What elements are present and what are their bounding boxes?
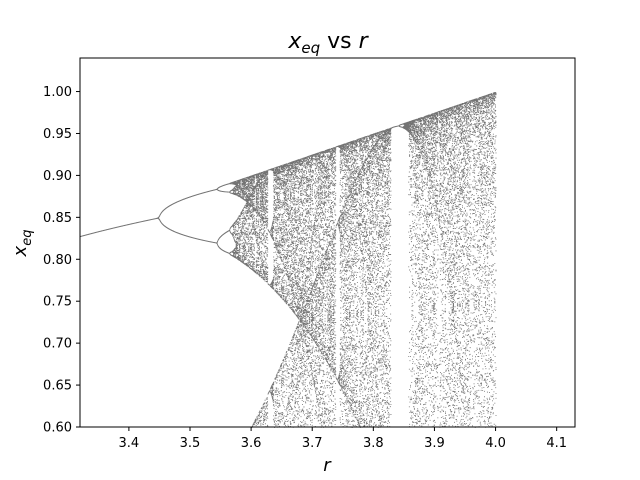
x-ticks: 3.4 3.5 3.6 3.7 3.8 3.9 4.0 4.1 [119, 427, 567, 451]
x-tick-label: 3.8 [363, 436, 384, 451]
plot-area: 3.4 3.5 3.6 3.7 3.8 3.9 4.0 4.1 0.60 0.65 0.70 0.7… [43, 57, 576, 451]
x-tick-label: 3.4 [119, 436, 140, 451]
y-tick-label: 0.95 [43, 127, 72, 142]
y-tick-label: 0.60 [43, 421, 72, 436]
x-tick-label: 3.9 [424, 436, 445, 451]
y-tick-label: 0.90 [43, 169, 72, 184]
axes-frame [79, 57, 576, 428]
y-tick-label: 0.75 [43, 295, 72, 310]
bifurcation-points [80, 92, 497, 428]
y-axis-label: xeq [10, 230, 35, 258]
y-tick-label: 0.85 [43, 211, 72, 226]
y-tick-label: 1.00 [43, 85, 72, 100]
y-tick-label: 0.65 [43, 379, 72, 394]
y-ticks: 0.60 0.65 0.70 0.75 0.80 0.85 0.90 0.95 1.00 [43, 85, 80, 436]
x-tick-label: 3.7 [302, 436, 323, 451]
x-tick-label: 3.5 [180, 436, 201, 451]
x-tick-label: 3.6 [241, 436, 262, 451]
x-tick-label: 4.1 [546, 436, 567, 451]
y-tick-label: 0.70 [43, 337, 72, 352]
x-axis-label: r [323, 455, 332, 476]
chart-title: xeq vs r [287, 29, 369, 57]
x-tick-label: 4.0 [485, 436, 506, 451]
y-tick-label: 0.80 [43, 253, 72, 268]
bifurcation-point-marks [80, 92, 497, 428]
